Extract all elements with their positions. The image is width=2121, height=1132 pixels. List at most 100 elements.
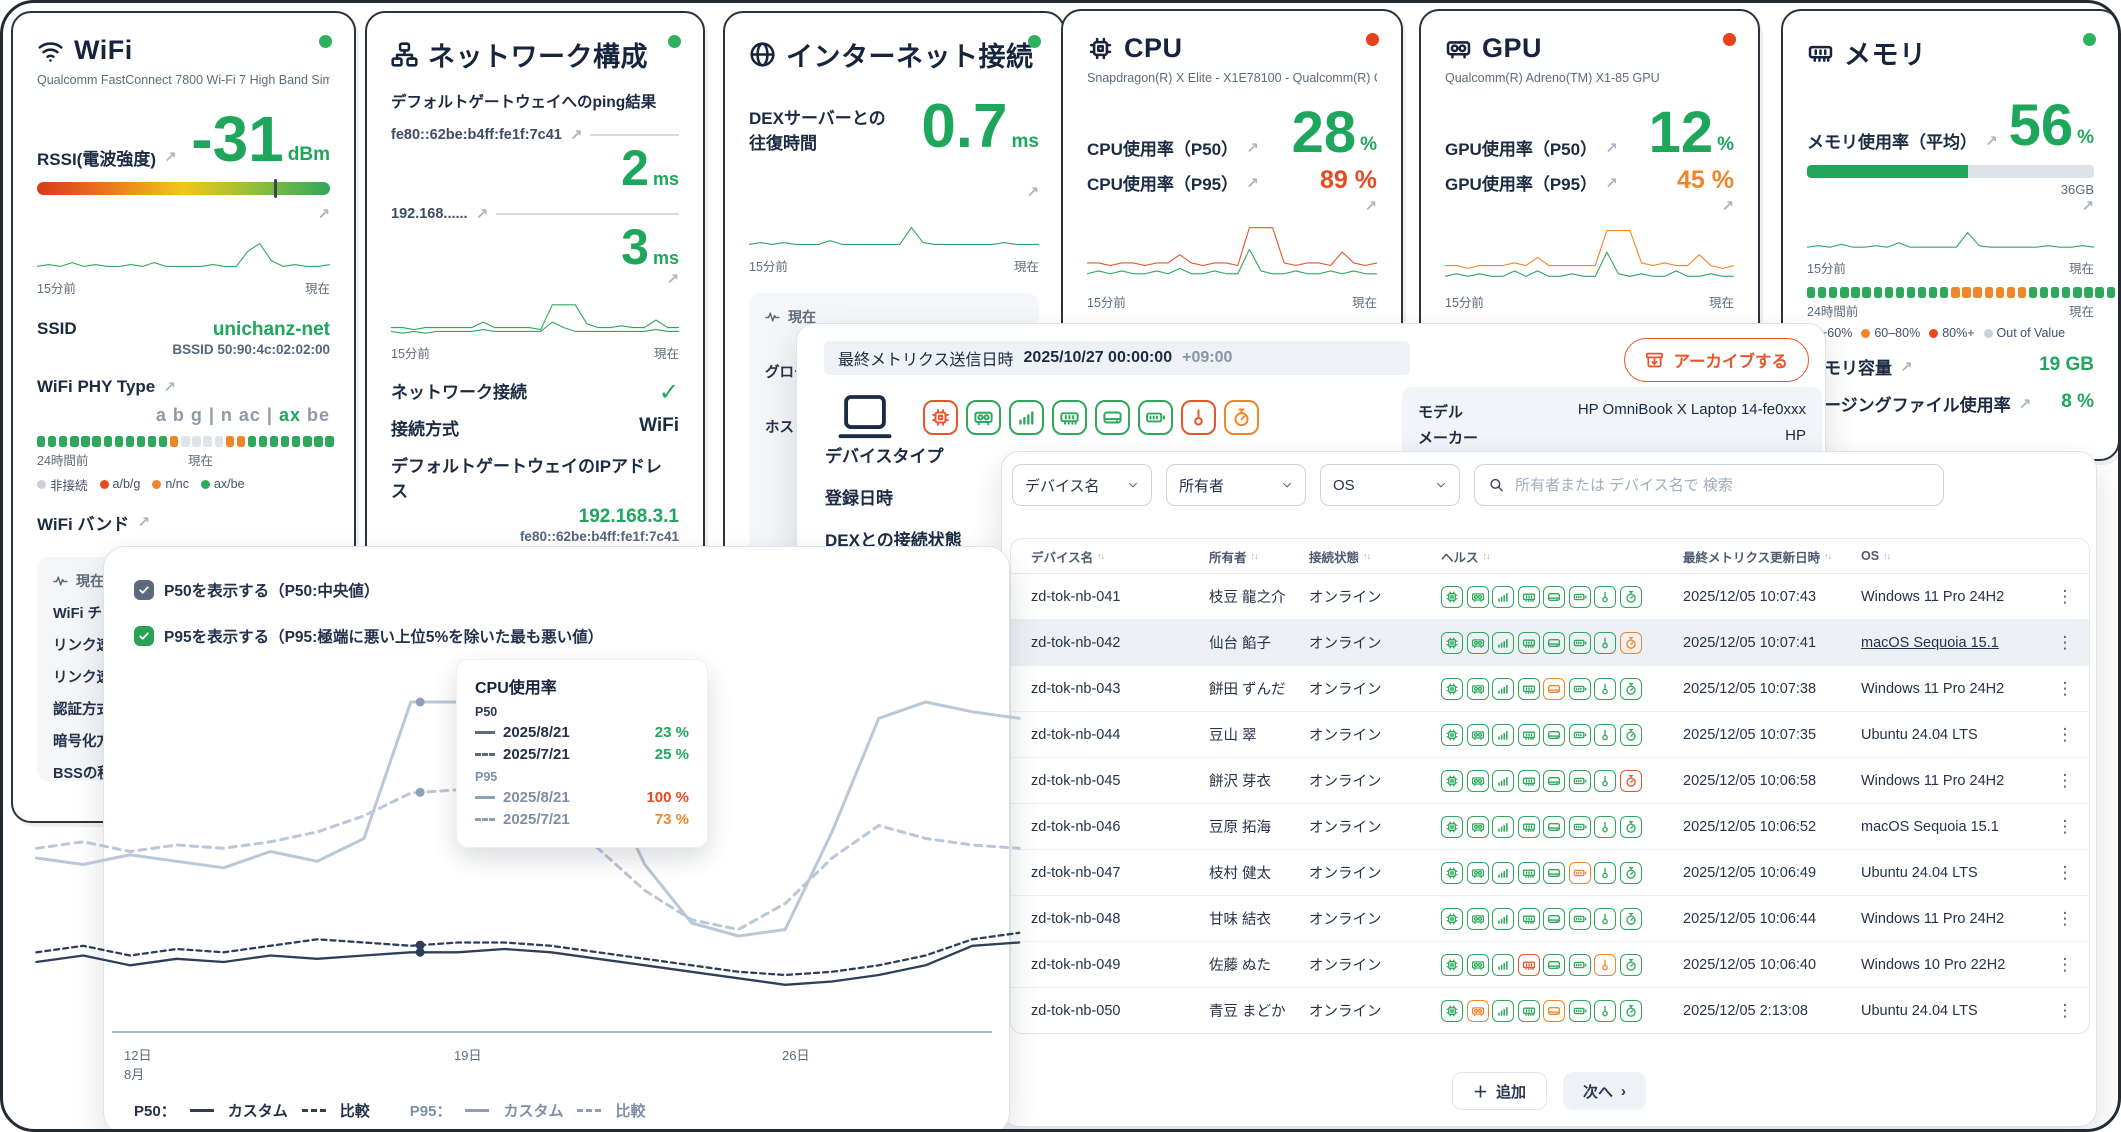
table-row[interactable]: zd-tok-nb-044 豆山 翠 オンライン 2025/12/05 10:07:3…	[1011, 711, 2089, 757]
column-header[interactable]: ヘルス ↑↓	[1441, 550, 1491, 565]
history-square	[103, 435, 112, 447]
tooltip-row: 2025/8/21 100 %	[475, 789, 689, 806]
archive-button[interactable]: アーカイブする	[1624, 338, 1809, 382]
row-menu-button[interactable]: ⋮	[2056, 770, 2074, 790]
os-filter-dropdown[interactable]: OS	[1320, 464, 1460, 506]
panel-item-label: 認証方式	[53, 701, 111, 718]
maker-value: HP	[1785, 427, 1806, 444]
column-header[interactable]: 接続状態 ↑↓	[1309, 550, 1371, 565]
history-square	[192, 435, 201, 447]
row-menu-button[interactable]: ⋮	[2056, 678, 2074, 698]
memory-health-icon	[1517, 861, 1540, 884]
expand-arrow-icon[interactable]: ↗	[137, 514, 150, 532]
table-row[interactable]: zd-tok-nb-043 餅田 ずんだ オンライン 2025/12/05 10:07…	[1011, 665, 2089, 711]
owner-filter-dropdown[interactable]: 所有者	[1166, 464, 1306, 506]
row-menu-button[interactable]: ⋮	[2056, 816, 2074, 836]
expand-arrow-icon[interactable]: ↗	[1026, 183, 1039, 201]
row-menu-button[interactable]: ⋮	[2056, 1000, 2074, 1020]
history-square	[258, 435, 268, 447]
wifi-band-label: WiFi バンド	[37, 514, 130, 534]
table-row[interactable]: zd-tok-nb-049 佐藤 ぬた オンライン 2025/12/05 10:06:…	[1011, 941, 2089, 987]
series-swatch	[475, 796, 495, 799]
p50-custom-swatch	[189, 1109, 214, 1112]
table-row[interactable]: zd-tok-nb-050 青豆 まどか オンライン 2025/12/05 2:13:…	[1011, 987, 2089, 1033]
history-square	[1840, 287, 1849, 299]
table-row[interactable]: zd-tok-nb-042 仙台 餡子 オンライン 2025/12/05 10:07:…	[1011, 619, 2089, 665]
wifi-status-dot	[319, 35, 332, 48]
history-square	[225, 435, 234, 447]
expand-arrow-icon[interactable]: ↗	[1605, 174, 1618, 192]
series-swatch	[475, 731, 495, 734]
history-square	[181, 435, 190, 447]
row-menu-button[interactable]: ⋮	[2056, 908, 2074, 928]
search-input[interactable]	[1512, 475, 1929, 495]
expand-arrow-icon[interactable]: ↗	[1721, 198, 1734, 216]
table-row[interactable]: zd-tok-nb-041 枝豆 龍之介 オンライン 2025/12/05 10:07…	[1011, 574, 2089, 619]
ssid-label: SSID	[37, 318, 77, 338]
column-header[interactable]: OS ↑↓	[1861, 549, 1891, 563]
expand-arrow-icon[interactable]: ↗	[475, 206, 489, 223]
paging-label: ページングファイル使用率	[1807, 396, 2011, 416]
expand-arrow-icon[interactable]: ↗	[666, 271, 679, 288]
phy-type-label: WiFi PHY Type	[37, 376, 156, 396]
pulse-icon	[53, 573, 69, 589]
p95-custom-swatch	[465, 1109, 490, 1112]
table-row[interactable]: zd-tok-nb-048 甘味 結衣 オンライン 2025/12/05 10:06:…	[1011, 895, 2089, 941]
row-menu-button[interactable]: ⋮	[2056, 862, 2074, 882]
expand-arrow-icon[interactable]: ↗	[1246, 174, 1259, 192]
next-page-button[interactable]: 次へ ›	[1563, 1072, 1647, 1110]
battery-health-icon	[1568, 999, 1591, 1022]
device-name-cell: zd-tok-nb-049	[1031, 956, 1121, 973]
column-header[interactable]: デバイス名 ↑↓	[1031, 550, 1105, 565]
hover-marker-dot	[415, 697, 425, 707]
gpu-sparkline	[1445, 216, 1734, 290]
column-header[interactable]: 所有者 ↑↓	[1209, 550, 1259, 565]
history-square	[236, 435, 245, 447]
table-row[interactable]: zd-tok-nb-047 枝村 健太 オンライン 2025/12/05 10:06:…	[1011, 849, 2089, 895]
thermo-health-icon	[1594, 631, 1616, 654]
expand-arrow-icon[interactable]: ↗	[2081, 198, 2094, 216]
p50-toggle-checkbox[interactable]: P50を表示する（P50:中央値）	[134, 579, 379, 601]
p95-toggle-checkbox[interactable]: P95を表示する（P95:極端に悪い上位5%を除いた最も悪い値）	[134, 625, 603, 647]
expand-arrow-icon[interactable]: ↗	[1985, 132, 1998, 150]
plus-icon: ＋	[1472, 1083, 1488, 1101]
expand-arrow-icon[interactable]: ↗	[163, 378, 176, 396]
history-square	[1973, 287, 1982, 299]
conn-method-value: WiFi	[639, 415, 679, 436]
row-menu-button[interactable]: ⋮	[2056, 724, 2074, 744]
os-cell: Ubuntu 24.04 LTS	[1861, 864, 1978, 881]
expand-arrow-icon[interactable]: ↗	[1246, 139, 1259, 157]
cpu-usage-chart-panel: P50を表示する（P50:中央値） P95を表示する（P95:極端に悪い上位5%…	[34, 546, 1021, 1129]
expand-arrow-icon[interactable]: ↗	[317, 205, 330, 223]
expand-arrow-icon[interactable]: ↗	[164, 149, 177, 167]
expand-arrow-icon[interactable]: ↗	[569, 127, 583, 144]
history-square	[48, 435, 57, 447]
history-square	[2084, 287, 2093, 299]
timer-health-icon	[1619, 631, 1642, 654]
chevron-down-icon	[1281, 479, 1293, 491]
device-name-cell: zd-tok-nb-045	[1031, 772, 1121, 789]
device-name-filter-dropdown[interactable]: デバイス名	[1012, 464, 1152, 506]
add-button[interactable]: ＋追加	[1451, 1072, 1547, 1110]
history-square	[2039, 287, 2049, 299]
history-square	[281, 435, 290, 447]
row-menu-button[interactable]: ⋮	[2056, 632, 2074, 652]
row-menu-button[interactable]: ⋮	[2056, 586, 2074, 606]
expand-arrow-icon[interactable]: ↗	[1900, 358, 1913, 376]
history-square	[147, 435, 157, 447]
health-cell	[1441, 999, 1683, 1022]
p95-label: GPU使用率（P95）	[1445, 175, 1598, 195]
table-row[interactable]: zd-tok-nb-046 豆原 拓海 オンライン 2025/12/05 10:06:…	[1011, 803, 2089, 849]
row-menu-button[interactable]: ⋮	[2056, 954, 2074, 974]
rtt-sparkline	[749, 202, 1039, 254]
expand-arrow-icon[interactable]: ↗	[1605, 139, 1618, 157]
expand-arrow-icon[interactable]: ↗	[2018, 395, 2032, 413]
series-swatch	[475, 818, 495, 821]
connection-status-cell: オンライン	[1309, 866, 1382, 882]
expand-arrow-icon[interactable]: ↗	[1364, 198, 1377, 216]
column-header[interactable]: 最終メトリクス更新日時 ↑↓	[1683, 550, 1832, 565]
tooltip-group-label: P50	[475, 705, 498, 719]
table-row[interactable]: zd-tok-nb-045 餅沢 芽衣 オンライン 2025/12/05 10:06:…	[1011, 757, 2089, 803]
gpu-health-icon	[1466, 815, 1489, 838]
updated-cell: 2025/12/05 10:06:44	[1683, 910, 1817, 927]
